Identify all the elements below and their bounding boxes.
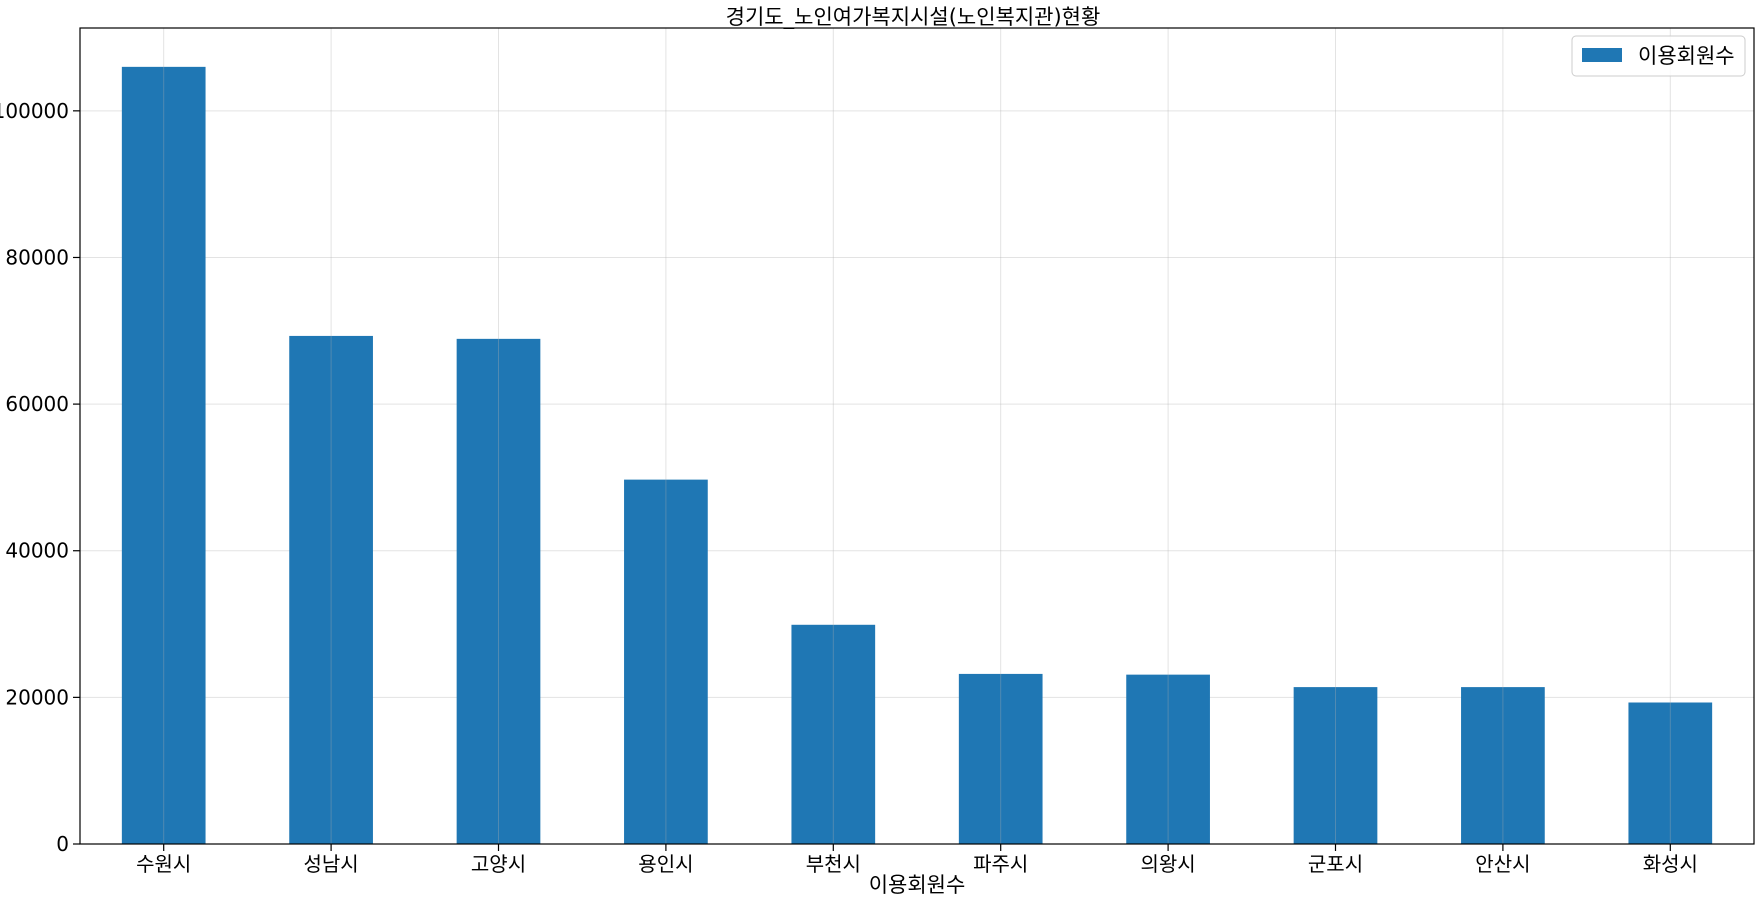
x-tick-label: 성남시: [303, 852, 358, 876]
bar: [1293, 687, 1378, 844]
chart-title: 경기도_노인여가복지시설(노인복지관)현황: [726, 5, 1101, 30]
y-tick-label: 0: [56, 832, 69, 856]
bar: [456, 338, 541, 844]
x-tick-label: 의왕시: [1140, 852, 1195, 876]
bar: [1628, 702, 1713, 844]
y-tick-label: 100000: [0, 99, 69, 123]
x-tick-label: 고양시: [471, 852, 526, 876]
y-tick-label: 80000: [5, 245, 69, 269]
x-tick-label: 군포시: [1308, 852, 1363, 876]
bar: [624, 479, 708, 844]
y-tick-label: 40000: [5, 539, 69, 563]
legend-box: [1571, 35, 1746, 77]
bar: [121, 66, 206, 845]
x-tick-label: 용인시: [638, 852, 693, 876]
y-axis-ticks: 0 20000 40000 60000 80000 100000: [0, 99, 80, 856]
x-axis-ticks: 수원시 성남시 고양시 용인시 부천시 파주시 의왕시 군포시 안산시 화성시: [136, 844, 1698, 876]
bar: [1126, 674, 1210, 844]
x-axis-label: 이용회원수: [869, 873, 966, 897]
y-tick-label: 20000: [5, 685, 69, 709]
plot-frame: [79, 27, 1755, 845]
bar: [1461, 687, 1545, 844]
bars: [121, 28, 1713, 845]
bar: [791, 624, 876, 844]
x-tick-label: 파주시: [973, 852, 1028, 876]
legend: 이용회원수: [1571, 35, 1746, 77]
legend-swatch: [1582, 48, 1622, 62]
y-tick-label: 60000: [5, 392, 69, 416]
x-tick-label: 부천시: [806, 852, 861, 876]
bar: [289, 335, 373, 844]
bar: [958, 673, 1043, 844]
x-tick-label: 수원시: [136, 852, 191, 876]
x-tick-label: 안산시: [1475, 852, 1530, 876]
x-tick-label: 화성시: [1643, 852, 1698, 876]
legend-label: 이용회원수: [1638, 44, 1735, 68]
